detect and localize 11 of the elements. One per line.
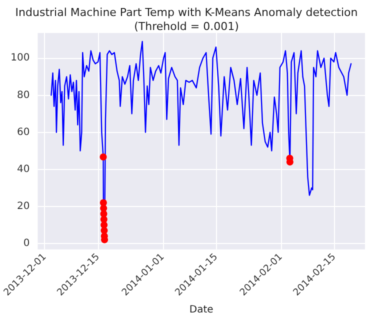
y-tick-label: 20 — [16, 200, 30, 212]
y-tick-label: 60 — [16, 126, 30, 138]
chart-title: Industrial Machine Part Temp with K-Means Anomaly detection — [15, 6, 358, 19]
x-axis-title: Date — [189, 304, 214, 316]
y-tick-label: 100 — [10, 52, 30, 64]
y-tick-label: 0 — [23, 238, 30, 249]
y-tick-label: 80 — [16, 90, 30, 101]
point — [100, 153, 107, 160]
chart-subtitle: (Threhold = 0.001) — [134, 20, 239, 33]
point — [100, 199, 107, 206]
y-tick-label: 40 — [16, 164, 30, 175]
